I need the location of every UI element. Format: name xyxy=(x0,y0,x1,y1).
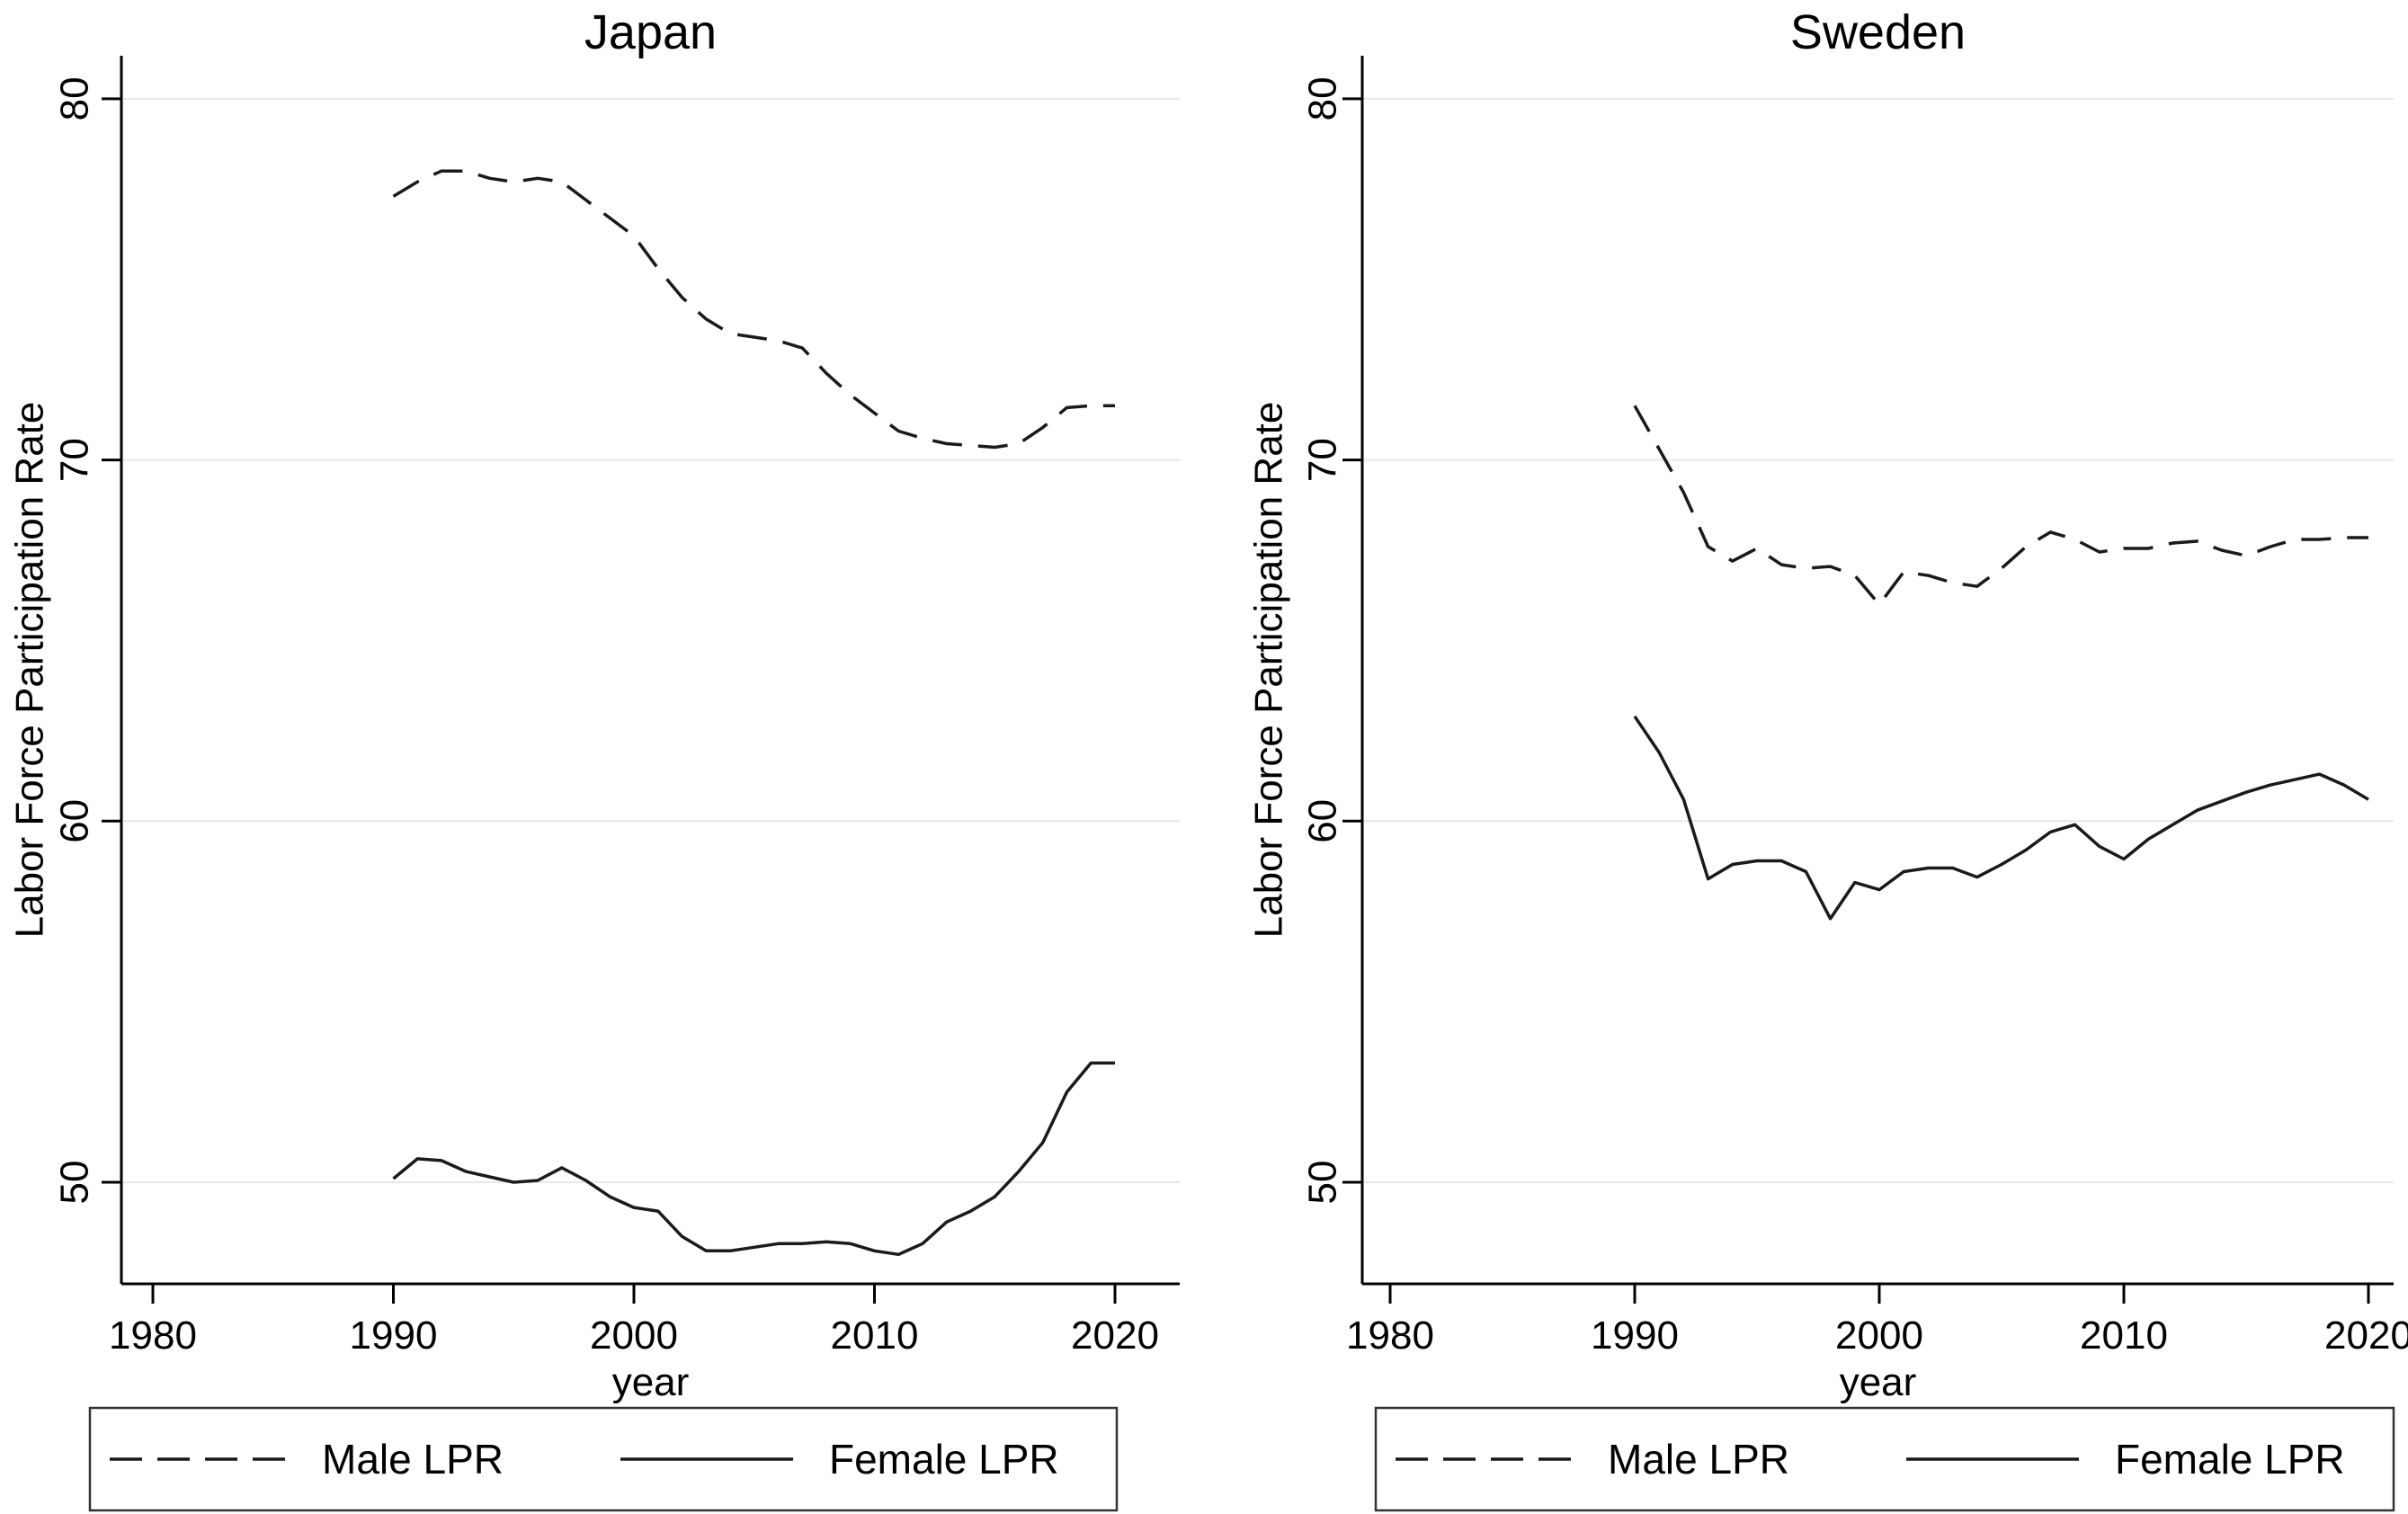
legend: Male LPR Female LPR xyxy=(1374,1406,2395,1512)
y-tick-label-60: 60 xyxy=(1300,799,1344,843)
y-tick-label-50: 50 xyxy=(52,1161,96,1205)
x-tick-label-2020: 2020 xyxy=(2324,1314,2408,1358)
y-axis-label: Labor Force Participation Rate xyxy=(1246,402,1290,939)
male-lpr-line xyxy=(1633,405,2368,607)
x-tick-label-2010: 2010 xyxy=(2080,1314,2168,1358)
axes xyxy=(1360,56,2394,1286)
tick-marks xyxy=(1342,97,2370,1304)
gridlines xyxy=(121,97,1180,1183)
tick-marks xyxy=(102,97,1117,1304)
x-tick-label-2000: 2000 xyxy=(590,1314,678,1358)
legend: Male LPR Female LPR xyxy=(88,1406,1119,1512)
x-axis-label: year xyxy=(612,1360,690,1404)
x-tick-label-2010: 2010 xyxy=(831,1314,919,1358)
y-tick-label-70: 70 xyxy=(52,438,96,482)
tick-labels: 50 60 70 80 1980 1990 2000 2010 2020 Japan year Lab… xyxy=(7,5,1159,1404)
gridlines xyxy=(1362,97,2394,1183)
x-tick-label-2020: 2020 xyxy=(1071,1314,1159,1358)
x-tick-label-2000: 2000 xyxy=(1835,1314,1923,1358)
x-tick-label-1980: 1980 xyxy=(1346,1314,1434,1358)
chart-sweden: 50 60 70 80 1980 1990 2000 2010 2020 Sweden year La… xyxy=(1246,5,2408,1512)
y-axis-label: Labor Force Participation Rate xyxy=(7,402,51,939)
y-tick-label-70: 70 xyxy=(1300,438,1344,482)
legend-female-label: Female LPR xyxy=(2115,1436,2345,1483)
x-axis-label: year xyxy=(1840,1360,1917,1404)
y-tick-label-80: 80 xyxy=(1300,76,1344,120)
series-lines xyxy=(1633,405,2369,921)
x-tick-label-1990: 1990 xyxy=(350,1314,438,1358)
tick-labels: 50 60 70 80 1980 1990 2000 2010 2020 Sweden year La… xyxy=(1246,5,2408,1404)
axes xyxy=(120,56,1180,1286)
y-tick-label-80: 80 xyxy=(52,76,96,120)
x-tick-label-1990: 1990 xyxy=(1591,1314,1679,1358)
male-lpr-line xyxy=(392,169,1115,450)
female-lpr-line xyxy=(392,1061,1115,1257)
y-tick-label-60: 60 xyxy=(52,799,96,843)
x-tick-label-1980: 1980 xyxy=(109,1314,197,1358)
legend-male-label: Male LPR xyxy=(322,1436,504,1483)
chart-title: Japan xyxy=(584,5,717,59)
y-tick-label-50: 50 xyxy=(1300,1161,1344,1205)
female-lpr-line xyxy=(1633,715,2369,921)
chart-title: Sweden xyxy=(1790,5,1966,59)
chart-japan: 50 60 70 80 1980 1990 2000 2010 2020 Japan year Lab… xyxy=(7,5,1180,1512)
legend-male-label: Male LPR xyxy=(1608,1436,1789,1483)
legend-female-label: Female LPR xyxy=(829,1436,1059,1483)
series-lines xyxy=(392,169,1115,1257)
